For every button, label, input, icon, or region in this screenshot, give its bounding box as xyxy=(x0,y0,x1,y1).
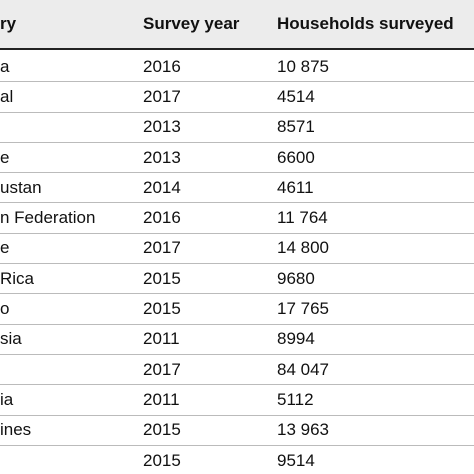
table-cell: 2015 xyxy=(143,420,181,440)
table-row: e 2013 6600 xyxy=(0,143,474,174)
table-cell: 5112 xyxy=(277,389,314,409)
table-row: ia 2011 5112 xyxy=(0,385,474,416)
table-cell: ustan xyxy=(0,177,42,197)
table-cell: 10 875 xyxy=(277,56,329,76)
table-cell: 8994 xyxy=(277,329,315,349)
table-cell: o xyxy=(0,299,10,319)
table-row: sia 2011 8994 xyxy=(0,325,474,355)
table-cell: 8571 xyxy=(277,117,315,137)
table-cell: sia xyxy=(0,329,22,349)
table-cell: 2017 xyxy=(143,238,181,258)
table-row: al 2017 4514 xyxy=(0,82,474,113)
table-cell: 11 764 xyxy=(277,208,328,228)
table-cell: e xyxy=(0,147,10,167)
table-cell: 9514 xyxy=(277,450,315,470)
table-row: n Federation 2016 11 764 xyxy=(0,204,474,234)
table-cell: ines xyxy=(0,420,32,440)
header-cell: Households surveyed xyxy=(277,14,454,33)
table-row: ines 2015 13 963 xyxy=(0,416,474,446)
table-row: 2015 9514 xyxy=(0,446,474,474)
table-cell: 4514 xyxy=(277,86,315,106)
table-cell: e xyxy=(0,238,10,258)
table-cell: 9680 xyxy=(277,268,315,288)
table-cell: 2016 xyxy=(143,56,181,76)
table-cell: 17 765 xyxy=(277,299,329,319)
table-row: a 2016 10 875 xyxy=(0,52,474,83)
table-cell: 4611 xyxy=(277,177,314,197)
table-row: 2017 84 047 xyxy=(0,355,474,386)
table-cell: 84 047 xyxy=(277,359,329,379)
table-row: o 2015 17 765 xyxy=(0,294,474,325)
header-row: ry Survey year Households surveyed xyxy=(0,0,474,50)
table-cell: 2015 xyxy=(143,450,181,470)
table-cell: 6600 xyxy=(277,147,315,167)
table-cell: 2015 xyxy=(143,268,181,288)
table-row: Rica 2015 9680 xyxy=(0,264,474,295)
table-cell: a xyxy=(0,56,10,76)
table-cell: 13 963 xyxy=(277,420,329,440)
table-cell: 2011 xyxy=(143,329,180,349)
header-cell: ry xyxy=(0,14,17,33)
table-cell: 2017 xyxy=(143,86,181,106)
table-cell: n Federation xyxy=(0,208,96,228)
table-cell: 2014 xyxy=(143,177,181,197)
table-cell: 2016 xyxy=(143,208,181,228)
table-cell: Rica xyxy=(0,268,35,288)
table-row: 2013 8571 xyxy=(0,113,474,143)
table-cell: 2011 xyxy=(143,389,180,409)
table-cell: al xyxy=(0,86,14,106)
table-cell: 2013 xyxy=(143,147,181,167)
header-cell: Survey year xyxy=(143,14,240,33)
table-row: ustan 2014 4611 xyxy=(0,173,474,204)
table-cell: ia xyxy=(0,389,14,409)
table-cell: 2015 xyxy=(143,299,181,319)
table-row: e 2017 14 800 xyxy=(0,234,474,265)
table-cell: 2013 xyxy=(143,117,181,137)
table-cell: 2017 xyxy=(143,359,181,379)
table-cell: 14 800 xyxy=(277,238,329,258)
